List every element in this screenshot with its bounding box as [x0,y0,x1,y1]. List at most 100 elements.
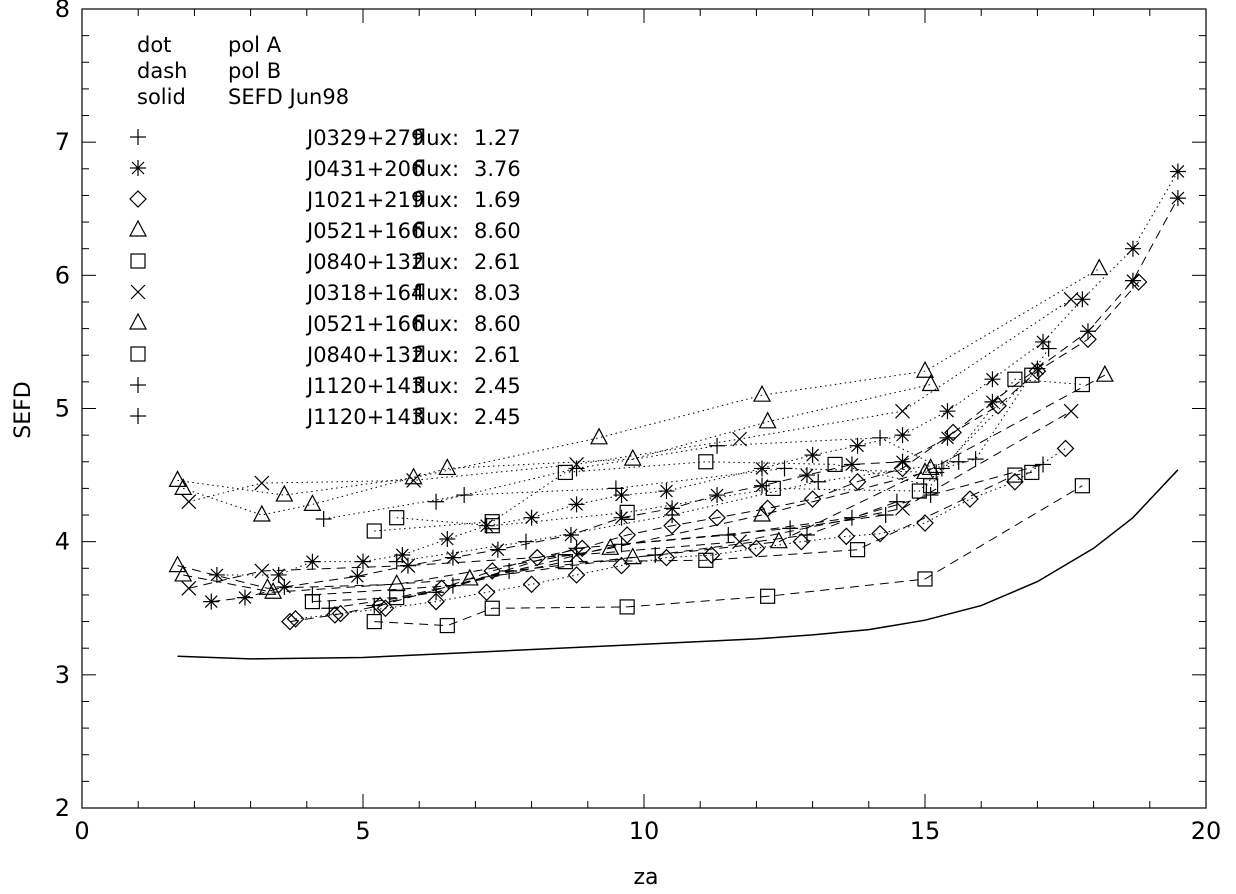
legend-flux-value: 1.27 [474,126,521,150]
data-point [366,613,382,630]
legend-flux-value: 8.03 [474,281,521,305]
data-point [568,460,585,477]
data-point [911,483,927,499]
x-axis-label: za [633,865,658,890]
data-point [769,531,788,549]
data-point [1169,190,1186,207]
y-axis-label: SEFD [11,381,36,438]
pol-a-line [396,461,959,563]
data-point [843,509,860,526]
data-point [827,456,843,473]
data-point [270,566,287,583]
data-point [304,586,321,603]
x-tick-label: 0 [74,817,89,845]
legend-flux-value: 2.61 [474,343,521,367]
data-point [894,453,911,470]
sefd-jun98-line [177,469,1179,660]
legend-marker [130,129,146,145]
data-point [619,599,635,615]
pol-b-line [289,281,1139,623]
data-point [698,454,714,470]
legend-flux-value: 1.69 [474,188,521,212]
legend-source-name: J1021+219 [305,188,424,212]
legend-flux-value: 2.61 [474,250,521,274]
data-point [428,493,445,510]
legend-source-name: J0840+132 [305,250,424,274]
legend-marker [129,190,147,208]
data-point [944,423,962,442]
data-point [174,478,193,495]
data-point [389,510,405,526]
legend-style-name: dash [137,59,187,83]
data-point [893,459,912,478]
data-point [849,542,866,558]
data-point [753,504,772,522]
data-point [984,371,1001,388]
data-point [517,533,534,550]
data-point [439,531,456,548]
data-point [569,457,584,472]
data-point [366,597,383,614]
data-point [732,534,747,550]
legend-source-name: J0521+166 [305,219,424,243]
data-point [843,456,860,473]
plot-frame [81,8,1207,809]
data-point [501,562,518,579]
data-point [478,517,495,534]
data-point [939,403,956,420]
data-point [286,610,305,628]
data-point [366,523,382,539]
data-point [444,577,461,594]
legend-flux-label: flux: [413,343,459,367]
data-point [872,429,889,446]
data-point [848,472,867,491]
data-point [1074,376,1090,393]
data-point [326,606,344,624]
legend-style-name: dot [137,33,171,57]
data-point [984,393,1001,410]
data-point [1074,291,1091,308]
data-point [168,470,187,488]
y-tick-label: 2 [55,794,70,822]
data-point [428,584,445,601]
legend-flux-value: 2.45 [474,374,521,398]
legend-style-label: SEFD Jun98 [228,85,349,109]
data-point [489,541,506,558]
data-point [658,483,675,500]
data-point [567,566,586,584]
data-point [916,360,934,378]
data-point [484,600,500,616]
data-point [557,464,573,481]
data-point [528,548,547,567]
data-point [782,520,799,537]
y-tick-label: 6 [55,261,70,289]
data-point [776,460,793,477]
y-tick-label: 7 [55,128,70,156]
data-point [388,553,405,570]
legend-flux-label: flux: [413,405,459,429]
data-point [732,431,747,447]
data-point [895,500,910,516]
legend-flux-label: flux: [413,281,459,305]
legend-source-name: J1120+143 [305,405,424,429]
legend-marker [130,160,146,176]
data-point [321,600,338,617]
series-markers [168,163,1186,634]
legend-flux-label: flux: [413,250,459,274]
tick-labels: 0 5 10 15 20 2 3 4 5 6 7 8 [55,0,1222,845]
data-point [1007,467,1023,483]
data-point [961,490,979,508]
data-point [181,580,197,596]
data-point [1090,258,1109,276]
x-tick-label: 20 [1191,817,1222,845]
data-point [254,563,270,579]
data-point [1063,291,1079,307]
legend-source-name: J0521+166 [305,312,424,336]
data-point [613,536,630,553]
data-point [264,581,283,599]
pol-a-line [323,467,937,520]
data-point [1074,478,1090,494]
data-point [613,487,630,504]
data-point [557,554,573,570]
data-point [254,475,270,491]
